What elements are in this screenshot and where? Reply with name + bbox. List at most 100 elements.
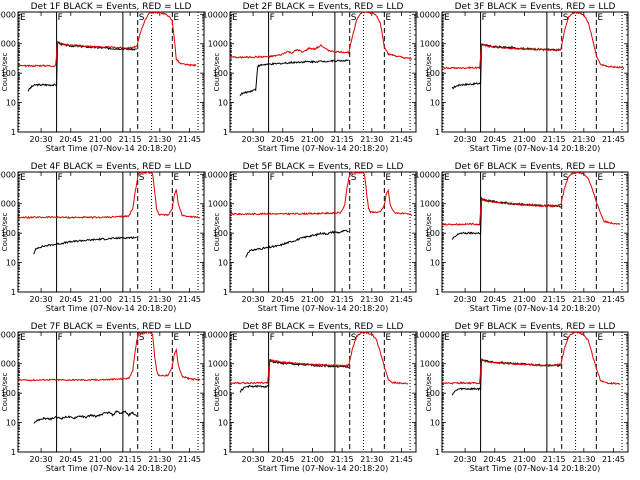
plot-frame — [441, 331, 629, 453]
x-tick-label: 20:30 — [454, 135, 477, 144]
y-axis-label: Counts/sec — [1, 213, 9, 252]
x-tick-label: 20:45 — [271, 295, 294, 304]
y-tick-label: 10000 — [0, 10, 16, 19]
y-tick-label: 10000 — [203, 330, 228, 339]
y-tick-label: 10000 — [415, 330, 440, 339]
plot-frame — [229, 171, 417, 293]
y-tick-label: 1000 — [0, 360, 16, 369]
marker-label: F — [482, 173, 487, 183]
lld-series — [442, 11, 625, 70]
y-tick-label: 10 — [6, 99, 16, 108]
y-tick-label: 10 — [430, 99, 440, 108]
y-tick-label: 1 — [223, 448, 228, 457]
marker-label: S — [563, 173, 569, 183]
x-tick-label: 21:15 — [119, 135, 142, 144]
marker-label: S — [563, 13, 569, 23]
marker-label: F — [270, 173, 275, 183]
lld-series — [17, 331, 201, 382]
y-axis-label: Counts/sec — [1, 373, 9, 412]
panel-5: Det 5F BLACK = Events, RED = LLD 1 10 100 10… — [203, 162, 417, 313]
plot-frame — [441, 171, 629, 293]
y-tick-label: 10 — [218, 99, 228, 108]
lld-series — [17, 171, 201, 220]
x-tick-label: 20:30 — [30, 295, 53, 304]
marker-label: E — [20, 333, 26, 343]
marker-label: E — [385, 13, 391, 23]
panel-4: Det 4F BLACK = Events, RED = LLD 1 10 100 10… — [0, 162, 205, 313]
y-tick-label: 1000 — [208, 360, 228, 369]
y-tick-label: 10000 — [415, 170, 440, 179]
x-tick-label: 21:15 — [119, 455, 142, 464]
x-axis-label: Start Time (07-Nov-14 20:18:20) — [470, 464, 600, 473]
marker-label: S — [351, 333, 357, 343]
y-tick-label: 10 — [218, 259, 228, 268]
x-tick-label: 21:00 — [301, 135, 324, 144]
marker-label: F — [58, 173, 63, 183]
y-tick-label: 100 — [425, 389, 440, 398]
panel-7: Det 7F BLACK = Events, RED = LLD 1 10 100 10… — [0, 322, 205, 473]
marker-label: E — [385, 173, 391, 183]
lld-series — [441, 331, 621, 385]
x-tick-label: 20:30 — [30, 455, 53, 464]
x-tick-label: 21:45 — [178, 135, 201, 144]
marker-label: S — [139, 13, 145, 23]
marker-label: F — [482, 333, 487, 343]
panel-9: Det 9F BLACK = Events, RED = LLD 1 10 100 10… — [415, 322, 629, 473]
x-tick-label: 21:30 — [148, 135, 171, 144]
x-axis-label: Start Time (07-Nov-14 20:18:20) — [46, 464, 176, 473]
panel-title: Det 6F BLACK = Events, RED = LLD — [455, 162, 616, 172]
y-tick-label: 1000 — [420, 40, 440, 49]
x-tick-label: 21:45 — [602, 295, 625, 304]
y-tick-label: 100 — [213, 69, 228, 78]
panel-title: Det 2F BLACK = Events, RED = LLD — [243, 2, 404, 12]
x-tick-label: 21:30 — [572, 455, 595, 464]
y-tick-label: 10000 — [0, 330, 16, 339]
x-tick-label: 20:45 — [59, 135, 82, 144]
x-tick-label: 21:15 — [543, 135, 566, 144]
y-axis-label: Counts/sec — [213, 373, 221, 412]
x-tick-label: 20:45 — [59, 295, 82, 304]
panel-title: Det 4F BLACK = Events, RED = LLD — [31, 162, 192, 172]
marker-label: E — [232, 13, 238, 23]
x-tick-label: 21:00 — [513, 135, 536, 144]
y-tick-label: 1 — [11, 128, 16, 137]
marker-label: F — [270, 13, 275, 23]
y-tick-label: 10000 — [203, 170, 228, 179]
y-axis-label: Counts/sec — [213, 213, 221, 252]
x-tick-label: 21:45 — [602, 135, 625, 144]
lld-series — [229, 11, 412, 60]
y-tick-label: 100 — [1, 69, 16, 78]
marker-label: E — [173, 333, 179, 343]
panel-title: Det 3F BLACK = Events, RED = LLD — [455, 2, 616, 12]
x-tick-label: 20:30 — [242, 455, 265, 464]
events-series — [451, 358, 561, 396]
events-series — [245, 229, 349, 258]
y-tick-label: 1 — [435, 128, 440, 137]
x-tick-label: 21:15 — [331, 295, 354, 304]
marker-label: E — [597, 173, 603, 183]
panel-2: Det 2F BLACK = Events, RED = LLD 1 10 100 10… — [203, 2, 417, 153]
marker-label: F — [58, 13, 63, 23]
marker-label: E — [20, 173, 26, 183]
y-tick-label: 1 — [435, 448, 440, 457]
marker-label: F — [270, 333, 275, 343]
x-tick-label: 21:45 — [390, 135, 413, 144]
lld-series — [17, 11, 197, 68]
lld-series — [229, 331, 409, 385]
x-tick-label: 21:00 — [89, 295, 112, 304]
y-tick-label: 10 — [430, 419, 440, 428]
plot-frame — [17, 171, 205, 293]
marker-label: S — [139, 333, 145, 343]
x-tick-label: 20:45 — [483, 135, 506, 144]
plot-frame — [229, 331, 417, 453]
marker-label: E — [385, 333, 391, 343]
panel-8: Det 8F BLACK = Events, RED = LLD 1 10 100 10… — [203, 322, 417, 473]
y-tick-label: 100 — [425, 229, 440, 238]
x-tick-label: 20:30 — [30, 135, 53, 144]
marker-label: E — [444, 13, 450, 23]
y-tick-label: 1 — [435, 288, 440, 297]
lld-series — [441, 171, 621, 226]
panel-title: Det 5F BLACK = Events, RED = LLD — [243, 162, 404, 172]
plot-frame — [229, 11, 417, 133]
x-tick-label: 20:30 — [454, 295, 477, 304]
